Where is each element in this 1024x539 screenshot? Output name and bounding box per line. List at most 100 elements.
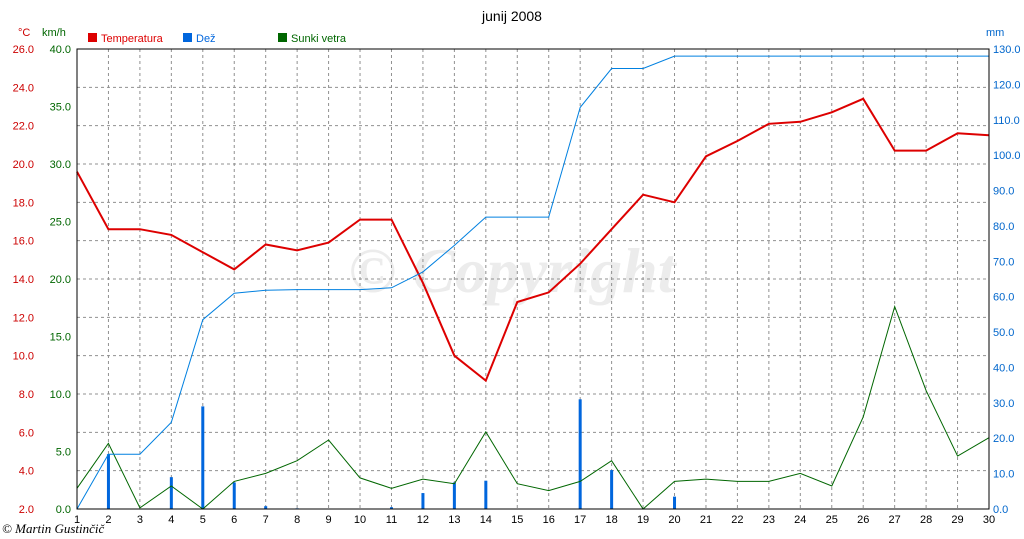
legend-label-dez: Dež xyxy=(196,33,216,45)
wind-tick-label: 25.0 xyxy=(50,217,71,229)
x-tick-label: 2 xyxy=(105,514,111,526)
rain-tick-label: 0.0 xyxy=(993,504,1008,516)
x-tick-label: 25 xyxy=(826,514,838,526)
author-credit: © Martin Gustinčič xyxy=(2,521,106,536)
legend-swatch-temperatura xyxy=(88,33,97,42)
x-tick-label: 4 xyxy=(168,514,174,526)
temp-tick-label: 14.0 xyxy=(13,274,34,286)
x-tick-label: 15 xyxy=(511,514,523,526)
wind-tick-label: 40.0 xyxy=(50,44,71,56)
temp-tick-label: 18.0 xyxy=(13,197,34,209)
chart-title: junij 2008 xyxy=(481,8,542,24)
x-tick-label: 3 xyxy=(137,514,143,526)
rain-cumulative-line xyxy=(76,55,989,510)
wind-tick-label: 30.0 xyxy=(50,159,71,171)
x-tick-label: 8 xyxy=(294,514,300,526)
wind-tick-label: 20.0 xyxy=(50,274,71,286)
wind-tick-label: 35.0 xyxy=(50,102,71,114)
wind-unit-label: km/h xyxy=(42,27,66,39)
x-tick-label: 16 xyxy=(543,514,555,526)
x-tick-label: 21 xyxy=(700,514,712,526)
wind-gust-line xyxy=(76,305,990,510)
temp-unit-label: °C xyxy=(18,27,30,39)
temp-tick-label: 4.0 xyxy=(19,466,34,478)
x-tick-label: 23 xyxy=(763,514,775,526)
wind-tick-label: 15.0 xyxy=(50,332,71,344)
copyright-watermark: © Copyright xyxy=(349,235,678,306)
legend: Temperatura Dež Sunki vetra xyxy=(88,33,347,45)
rain-bar xyxy=(106,454,110,509)
rain-tick-label: 20.0 xyxy=(993,433,1014,445)
x-tick-label: 27 xyxy=(889,514,901,526)
axes: 2.04.06.08.010.012.014.016.018.020.022.0… xyxy=(13,44,1021,526)
rain-bar xyxy=(452,482,456,509)
rain-bar xyxy=(484,480,488,509)
wind-tick-label: 10.0 xyxy=(50,389,71,401)
rain-bar xyxy=(610,470,614,509)
legend-label-temperatura: Temperatura xyxy=(101,33,164,45)
x-tick-label: 9 xyxy=(326,514,332,526)
x-tick-label: 11 xyxy=(386,514,397,526)
rain-bar xyxy=(673,496,677,509)
rain-unit-label: mm xyxy=(986,27,1004,39)
rain-tick-label: 80.0 xyxy=(993,221,1014,233)
rain-bar xyxy=(421,493,425,509)
x-tick-label: 12 xyxy=(417,514,429,526)
x-tick-label: 28 xyxy=(920,514,932,526)
x-tick-label: 29 xyxy=(951,514,963,526)
legend-label-sunki-vetra: Sunki vetra xyxy=(291,33,347,45)
rain-bar xyxy=(264,506,268,509)
rain-bar xyxy=(169,477,173,509)
rain-tick-label: 130.0 xyxy=(993,44,1021,56)
temp-tick-label: 6.0 xyxy=(19,427,34,439)
temp-tick-label: 26.0 xyxy=(13,44,34,56)
rain-tick-label: 100.0 xyxy=(993,150,1021,162)
rain-tick-label: 120.0 xyxy=(993,79,1021,91)
rain-tick-label: 30.0 xyxy=(993,398,1014,410)
series-lines xyxy=(76,55,990,510)
x-tick-label: 18 xyxy=(605,514,617,526)
watermark-text: © Copyright xyxy=(349,235,678,306)
x-tick-label: 22 xyxy=(731,514,743,526)
rain-bar xyxy=(578,399,582,509)
rain-tick-label: 40.0 xyxy=(993,362,1014,374)
wind-tick-label: 5.0 xyxy=(56,447,71,459)
temp-tick-label: 8.0 xyxy=(19,389,34,401)
rain-bar xyxy=(232,482,236,509)
rain-tick-label: 50.0 xyxy=(993,327,1014,339)
temp-tick-label: 12.0 xyxy=(13,312,34,324)
temp-tick-label: 16.0 xyxy=(13,236,34,248)
rain-tick-label: 60.0 xyxy=(993,292,1014,304)
rain-bars xyxy=(106,399,677,509)
wind-tick-label: 0.0 xyxy=(56,504,71,516)
rain-tick-label: 10.0 xyxy=(993,469,1014,481)
x-tick-label: 24 xyxy=(794,514,806,526)
temperature-line xyxy=(76,97,990,383)
rain-bar xyxy=(389,507,393,509)
grid-lines xyxy=(77,49,989,509)
x-tick-label: 6 xyxy=(231,514,237,526)
temp-tick-label: 22.0 xyxy=(13,121,34,133)
x-tick-label: 13 xyxy=(448,514,460,526)
rain-tick-label: 90.0 xyxy=(993,186,1014,198)
temp-tick-label: 10.0 xyxy=(13,351,34,363)
rain-bar xyxy=(201,406,205,509)
x-tick-label: 20 xyxy=(668,514,680,526)
temp-tick-label: 20.0 xyxy=(13,159,34,171)
x-tick-label: 19 xyxy=(637,514,649,526)
x-tick-label: 5 xyxy=(200,514,206,526)
x-tick-label: 17 xyxy=(574,514,586,526)
x-tick-label: 30 xyxy=(983,514,995,526)
x-tick-label: 1 xyxy=(74,514,80,526)
legend-swatch-dez xyxy=(183,33,192,42)
plot-frame xyxy=(76,48,990,510)
x-tick-label: 26 xyxy=(857,514,869,526)
x-tick-label: 14 xyxy=(480,514,492,526)
temp-tick-label: 24.0 xyxy=(13,82,34,94)
x-tick-label: 7 xyxy=(263,514,269,526)
x-tick-label: 10 xyxy=(354,514,366,526)
rain-tick-label: 110.0 xyxy=(993,115,1020,127)
rain-tick-label: 70.0 xyxy=(993,256,1014,268)
